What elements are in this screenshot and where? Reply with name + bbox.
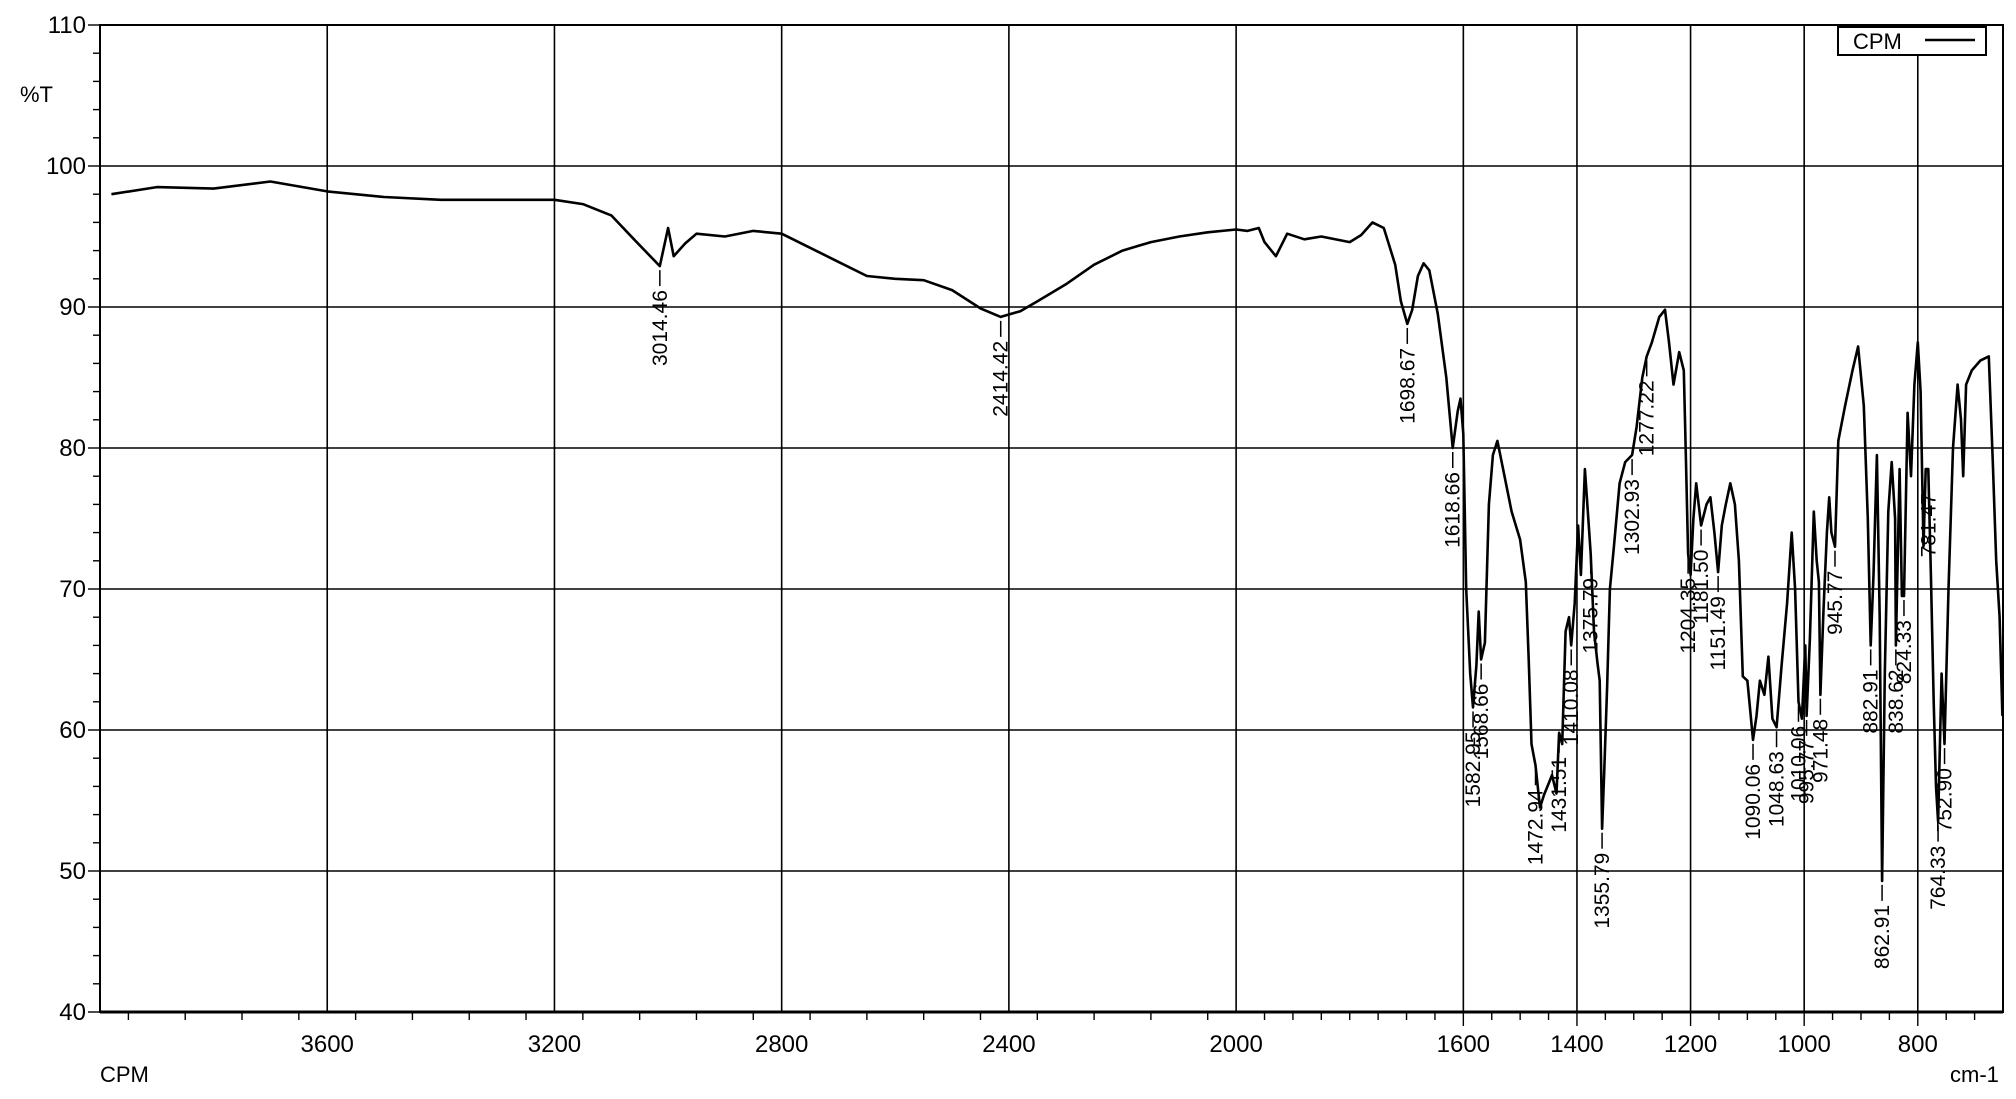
peak-label: 1048.63 [1766, 751, 1789, 827]
peak-label: 781.47 [1917, 493, 1940, 557]
peak-annotation: 1431.51 [1548, 736, 1571, 833]
peak-label: 1618.66 [1442, 472, 1465, 548]
peak-annotation: 1048.63 [1766, 731, 1789, 827]
x-tick-label: 3600 [301, 1031, 354, 1058]
peak-label: 838.62 [1885, 669, 1908, 733]
peak-annotation: 882.91 [1860, 649, 1883, 734]
peak-label: 1151.49 [1707, 596, 1730, 670]
spectrum-line-cpm [111, 180, 2004, 883]
peak-annotation: 1151.49 [1707, 576, 1730, 670]
y-tick-label: 60 [59, 717, 86, 744]
y-tick-label: 80 [59, 435, 86, 462]
x-tick-label: 1400 [1550, 1031, 1603, 1058]
peak-label: 1568.66 [1470, 684, 1493, 760]
peak-annotation: 1698.67 [1396, 327, 1419, 424]
peak-annotation: 1181.50 [1690, 529, 1713, 624]
y-tick-label: 50 [59, 858, 86, 885]
peak-annotation: 1010.06 [1787, 705, 1810, 802]
peak-label: 1472.94 [1525, 789, 1548, 865]
peak-label: 1582.95 [1462, 731, 1485, 807]
peak-label: 971.48 [1809, 719, 1832, 783]
peak-annotation: 3014.46 [649, 270, 672, 366]
y-tick-label: 110 [48, 12, 86, 39]
peak-label: 945.77 [1824, 571, 1847, 635]
peak-annotation: 838.62 [1885, 649, 1908, 734]
peak-label: 1302.93 [1621, 479, 1644, 555]
peak-annotation: 1375.79 [1580, 557, 1603, 654]
peak-label: 764.33 [1927, 846, 1950, 910]
peak-annotation: 1568.66 [1470, 663, 1493, 760]
peak-label: 1010.06 [1787, 726, 1810, 802]
peak-label: 1204.35 [1677, 578, 1700, 654]
peak-annotation: 1410.08 [1560, 649, 1583, 745]
peak-annotation: 781.47 [1917, 473, 1940, 557]
peak-label: 2414.42 [990, 341, 1013, 417]
peak-annotation: 1277.22 [1636, 360, 1659, 456]
legend-label: CPM [1853, 29, 1902, 54]
x-tick-label: 1600 [1437, 1031, 1490, 1058]
y-tick-label: 90 [59, 294, 86, 321]
x-tick-label: 1000 [1777, 1031, 1830, 1058]
x-tick-label: 2400 [982, 1031, 1035, 1058]
plot-frame [99, 24, 2004, 1013]
peak-label: 752.90 [1934, 768, 1957, 832]
spectrum-line-layer [111, 180, 2004, 883]
peak-annotation: 1090.06 [1742, 743, 1765, 840]
peak-annotation: 1204.35 [1677, 557, 1700, 654]
peak-annotation: 862.91 [1871, 884, 1894, 969]
y-tick-label: 70 [59, 576, 86, 603]
peak-label: 1181.50 [1690, 550, 1713, 624]
peak-label: 1431.51 [1548, 757, 1571, 833]
peak-annotation: 971.48 [1809, 698, 1832, 783]
peak-label: 882.91 [1860, 669, 1883, 733]
peak-label: 862.91 [1871, 905, 1894, 969]
y-tick-label: 100 [46, 153, 86, 180]
peak-label: 995.77 [1796, 740, 1819, 804]
y-tick-label: 40 [59, 999, 86, 1026]
x-tick-label: 800 [1898, 1031, 1938, 1058]
x-tick-label: 3200 [528, 1031, 581, 1058]
legend: CPM [1837, 26, 1987, 56]
x-tick-label: 2000 [1209, 1031, 1262, 1058]
peak-annotation: 824.33 [1893, 600, 1916, 684]
peak-label: 1375.79 [1580, 578, 1603, 654]
peak-label: 1277.22 [1636, 380, 1659, 456]
axes: 110 100 90 80 70 60 50 40 3600 3200 2800 2400 2000 16… [46, 12, 2004, 1058]
peak-annotation: 764.33 [1927, 825, 1950, 910]
peak-label: 3014.46 [649, 290, 672, 366]
peak-annotation: 1582.95 [1462, 711, 1485, 807]
grid [100, 25, 2003, 1012]
peak-label: 1355.79 [1591, 853, 1614, 929]
peak-annotation: 2414.42 [990, 320, 1013, 417]
y-axis-label: %T [20, 82, 53, 107]
peak-annotation: 1302.93 [1621, 459, 1644, 555]
peak-annotation: 752.90 [1934, 748, 1957, 832]
peak-label: 1698.67 [1396, 348, 1419, 424]
x-tick-label: 2800 [755, 1031, 808, 1058]
peak-annotation: 1618.66 [1442, 452, 1465, 548]
peak-label: 1090.06 [1742, 764, 1765, 840]
x-tick-label: 1200 [1664, 1031, 1717, 1058]
peak-annotation: 1472.94 [1525, 769, 1548, 865]
peak-annotation: 995.77 [1796, 719, 1819, 804]
x-axis-label: cm-1 [1950, 1062, 1999, 1087]
peak-label: 1410.08 [1560, 669, 1583, 745]
sample-label: CPM [100, 1062, 149, 1087]
peak-label: 824.33 [1893, 620, 1916, 684]
peak-annotation: 1355.79 [1591, 832, 1614, 929]
peak-annotations: 3014.46 2414.42 1698.67 1618.66 1582.951568.… [649, 270, 1957, 969]
peak-annotation: 945.77 [1824, 550, 1847, 635]
